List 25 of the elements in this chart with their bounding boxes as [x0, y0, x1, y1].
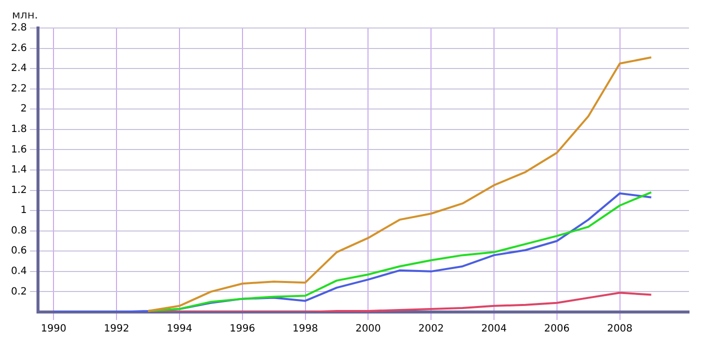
- x-tick-label: 2002: [418, 324, 444, 335]
- x-tick-label: 2006: [544, 324, 570, 335]
- y-tick-label: 1.4: [10, 164, 27, 176]
- y-tick-label: 1.6: [10, 144, 27, 156]
- y-tick-label: 2.8: [10, 22, 27, 34]
- y-tick-label: 0.2: [10, 286, 27, 298]
- y-axis-title: млн.: [12, 8, 38, 22]
- x-tick-label: 1994: [166, 324, 192, 335]
- x-tick-label: 1996: [230, 324, 256, 335]
- y-tick-label: 0.4: [10, 266, 27, 278]
- y-tick-label: 1: [20, 205, 27, 216]
- y-tick-label: 2.4: [10, 63, 27, 74]
- x-tick-label: 1992: [104, 324, 130, 335]
- y-tick-label: 1.8: [10, 124, 27, 136]
- x-tick-label: 2004: [481, 324, 507, 335]
- y-tick-label: 0.8: [10, 225, 27, 236]
- y-tick-label: 0.6: [10, 246, 27, 257]
- x-tick-label: 1990: [40, 324, 66, 335]
- y-tick-label: 2.6: [10, 42, 27, 54]
- x-tick-label: 2000: [355, 324, 381, 335]
- x-tick-label: 1998: [292, 324, 318, 335]
- y-tick-label: 2.2: [10, 83, 27, 94]
- x-tick-label: 2008: [607, 324, 633, 335]
- y-tick-label: 2: [20, 104, 27, 115]
- y-tick-label: 1.2: [10, 184, 27, 196]
